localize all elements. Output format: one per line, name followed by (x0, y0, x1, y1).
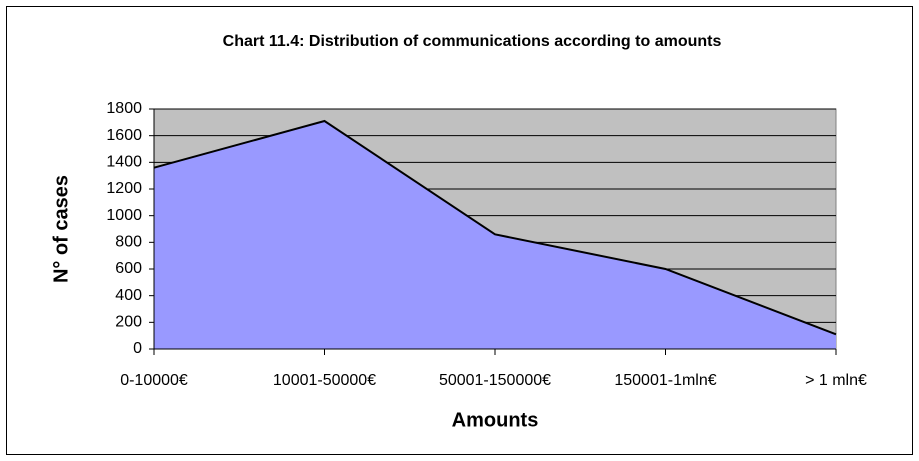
y-axis-title: N° of cases (50, 175, 72, 283)
y-tick-label: 400 (115, 287, 142, 304)
y-tick-label: 200 (115, 314, 142, 331)
x-tick-label: 10001-50000€ (273, 372, 376, 389)
y-tick-label: 1400 (106, 154, 142, 171)
chart-title: Chart 11.4: Distribution of communicatio… (223, 33, 722, 50)
y-tick-label: 1600 (106, 127, 142, 144)
y-tick-label: 800 (115, 234, 142, 251)
x-tick-label: 50001-150000€ (439, 372, 551, 389)
area-line (153, 119, 837, 336)
y-tick-label: 0 (133, 340, 142, 357)
y-tick-label: 600 (115, 260, 142, 277)
y-tick-label: 1000 (106, 207, 142, 224)
x-tick-label: 0-10000€ (120, 372, 188, 389)
x-tick-label: 150001-1mln€ (614, 372, 716, 389)
x-tick-label: > 1 mln€ (805, 372, 867, 389)
y-tick-label: 1200 (106, 180, 142, 197)
x-axis-title: Amounts (452, 409, 539, 431)
y-tick-label: 1800 (106, 100, 142, 117)
